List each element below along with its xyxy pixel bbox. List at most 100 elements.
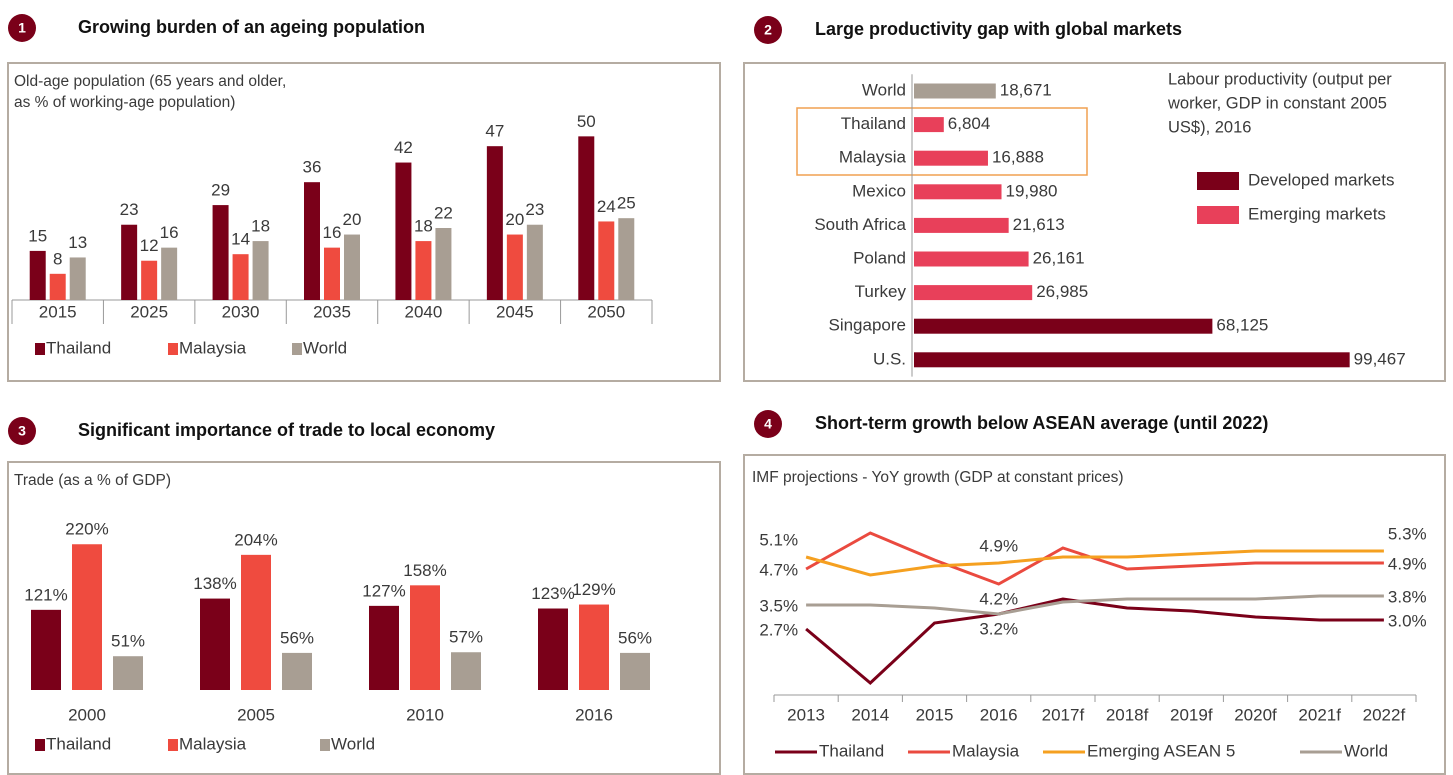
data-label: 16 bbox=[323, 223, 342, 242]
bar bbox=[304, 182, 320, 300]
data-label: 68,125 bbox=[1216, 316, 1268, 335]
legend-label: World bbox=[331, 734, 375, 753]
panel-badge bbox=[8, 14, 36, 42]
bar bbox=[252, 241, 269, 300]
bar bbox=[598, 221, 615, 300]
data-label: 47 bbox=[485, 122, 504, 141]
data-label: 8 bbox=[53, 249, 62, 268]
bar bbox=[435, 228, 452, 300]
bar bbox=[578, 136, 595, 300]
y-tick-label: South Africa bbox=[814, 215, 906, 234]
data-label: 25 bbox=[617, 194, 636, 213]
legend-swatch bbox=[292, 343, 302, 355]
subtitle: Trade (as a % of GDP) bbox=[14, 472, 171, 489]
bar bbox=[579, 604, 609, 690]
data-label: 129% bbox=[572, 580, 615, 599]
data-label: 51% bbox=[111, 632, 145, 651]
subtitle: as % of working-age population) bbox=[14, 94, 235, 111]
legend-swatch bbox=[320, 739, 330, 751]
data-label: 16,888 bbox=[992, 148, 1044, 167]
annotation: Labour productivity (output per bbox=[1168, 70, 1392, 88]
panel-number: 2 bbox=[764, 22, 772, 38]
x-tick-label: 2017f bbox=[1042, 705, 1085, 724]
bar bbox=[620, 652, 650, 690]
bar bbox=[538, 608, 568, 690]
data-label: 26,985 bbox=[1036, 282, 1088, 301]
bar bbox=[369, 605, 399, 690]
bar bbox=[506, 234, 523, 300]
y-tick-label: Malaysia bbox=[839, 148, 907, 167]
data-label: 16 bbox=[160, 223, 179, 242]
data-label: 3.8% bbox=[1388, 587, 1427, 606]
data-label: 121% bbox=[24, 585, 67, 604]
y-tick-label: U.S. bbox=[873, 349, 906, 368]
legend-label: Malaysia bbox=[179, 338, 247, 357]
data-label: 22 bbox=[434, 203, 453, 222]
legend-swatch bbox=[168, 739, 178, 751]
bar bbox=[29, 250, 46, 300]
highlight-box bbox=[796, 107, 1088, 176]
bar bbox=[121, 224, 138, 300]
data-label: 5.3% bbox=[1388, 524, 1427, 543]
bar bbox=[49, 273, 66, 300]
bar bbox=[212, 205, 229, 300]
panel-badge bbox=[754, 16, 782, 44]
bar bbox=[410, 585, 440, 690]
data-label: 5.1% bbox=[759, 530, 798, 549]
bar bbox=[914, 117, 944, 133]
data-label: 4.7% bbox=[759, 560, 798, 579]
panel-number: 4 bbox=[764, 416, 772, 432]
panel-badge bbox=[754, 410, 782, 438]
data-label: 18 bbox=[414, 217, 433, 236]
data-label: 220% bbox=[65, 520, 108, 539]
bar bbox=[415, 241, 432, 300]
data-label: 15 bbox=[28, 226, 47, 245]
y-tick-label: World bbox=[862, 80, 906, 99]
bar bbox=[282, 652, 312, 690]
legend-swatch bbox=[35, 739, 45, 751]
data-label: 204% bbox=[234, 530, 277, 549]
x-tick-label: 2019f bbox=[1170, 705, 1213, 724]
data-label: 18,671 bbox=[1000, 80, 1052, 99]
bar bbox=[618, 218, 635, 300]
bar bbox=[200, 598, 230, 690]
bar bbox=[232, 254, 249, 300]
legend-label: World bbox=[1344, 741, 1388, 760]
panel-title: Significant importance of trade to local… bbox=[78, 420, 495, 440]
panel-box bbox=[7, 62, 721, 382]
x-tick-label: 2016 bbox=[575, 705, 613, 724]
legend-swatch bbox=[35, 343, 45, 355]
x-tick-label: 2018f bbox=[1106, 705, 1149, 724]
data-label: 138% bbox=[193, 574, 236, 593]
x-tick-label: 2013 bbox=[787, 705, 825, 724]
legend-label: Emerging markets bbox=[1248, 204, 1386, 223]
bar bbox=[72, 544, 102, 690]
data-label: 24 bbox=[597, 197, 616, 216]
data-label: 13 bbox=[68, 233, 87, 252]
data-label: 50 bbox=[577, 112, 596, 131]
bar bbox=[914, 251, 1029, 267]
data-label: 23 bbox=[525, 200, 544, 219]
bar bbox=[914, 217, 1009, 233]
data-label: 4.2% bbox=[979, 589, 1018, 608]
x-tick-label: 2020f bbox=[1234, 705, 1277, 724]
data-label: 99,467 bbox=[1354, 349, 1406, 368]
bar bbox=[914, 83, 996, 99]
line bbox=[806, 594, 1384, 616]
bar bbox=[451, 652, 481, 690]
data-label: 56% bbox=[280, 628, 314, 647]
x-tick-label: 2010 bbox=[406, 705, 444, 724]
bar bbox=[914, 184, 1002, 200]
x-tick-label: 2014 bbox=[851, 705, 889, 724]
legend-label: Emerging ASEAN 5 bbox=[1087, 741, 1235, 760]
bar bbox=[31, 609, 61, 690]
x-tick-label: 2040 bbox=[405, 302, 443, 321]
x-tick-label: 2025 bbox=[130, 302, 168, 321]
subtitle: Old-age population (65 years and older, bbox=[14, 73, 286, 90]
panel-title: Growing burden of an ageing population bbox=[78, 17, 425, 37]
line bbox=[805, 549, 1384, 577]
bar bbox=[241, 554, 271, 690]
data-label: 3.5% bbox=[759, 596, 798, 615]
data-label: 14 bbox=[231, 230, 250, 249]
